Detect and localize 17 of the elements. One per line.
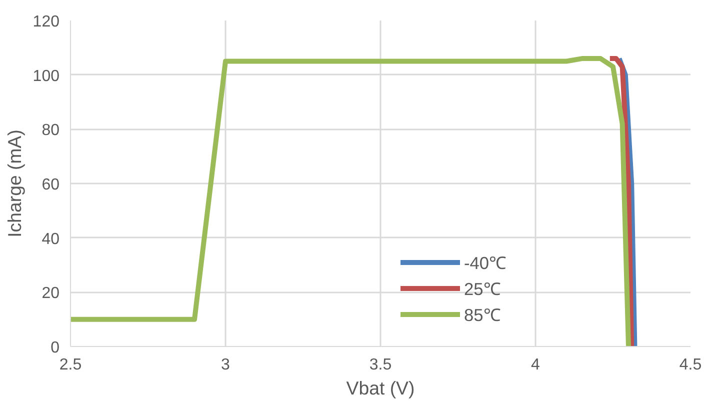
y-tick-label: 80 <box>42 122 60 140</box>
y-tick-label: 20 <box>42 285 60 302</box>
y-tick-label: 60 <box>42 176 60 194</box>
y-tick-label: 0 <box>50 340 60 356</box>
legend-label: 85℃ <box>464 304 500 326</box>
y-tick-label: 40 <box>42 230 60 248</box>
legend-label: -40℃ <box>464 252 506 274</box>
x-tick-label: 2.5 <box>59 356 82 374</box>
x-tick-label: 4.5 <box>679 356 702 374</box>
y-tick-label: 120 <box>32 14 60 30</box>
x-tick-label: 3.5 <box>369 356 392 374</box>
x-tick-label: 4 <box>531 356 540 374</box>
x-axis-title: Vbat (V) <box>346 378 415 398</box>
y-axis-title: Icharge (mA) <box>4 130 25 238</box>
x-tick-label: 3 <box>221 356 230 374</box>
y-tick-label: 100 <box>32 68 60 85</box>
legend-label: 25℃ <box>464 278 500 300</box>
